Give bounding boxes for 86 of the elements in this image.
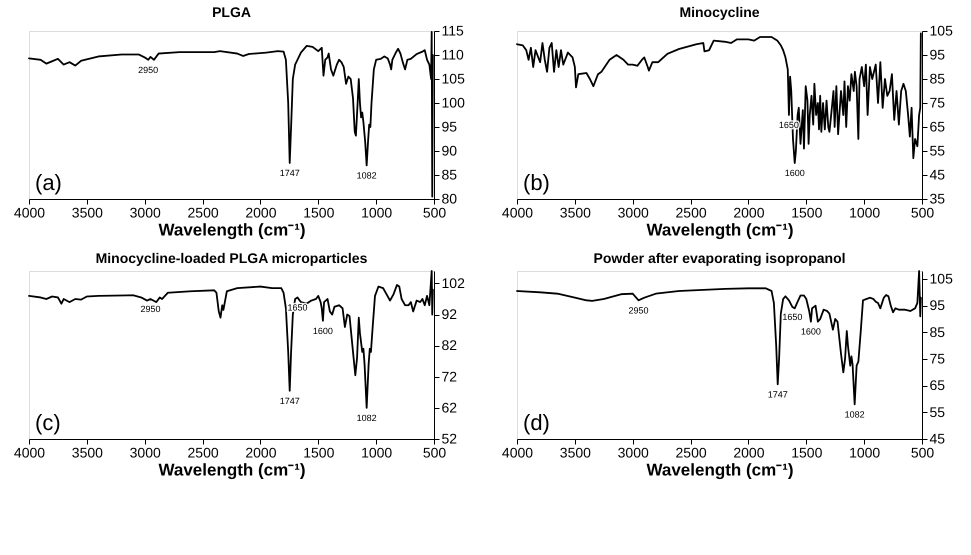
x-tick-label: 4000 <box>502 444 534 460</box>
x-tick-label: 3500 <box>560 444 592 460</box>
x-tick-label: 3000 <box>130 204 161 220</box>
x-tick-label: 3500 <box>560 204 592 220</box>
x-tick-label: 4000 <box>14 444 46 460</box>
annotation: 1082 <box>356 412 377 423</box>
y-tick-label: 95 <box>442 118 458 134</box>
y-tick-label: 45 <box>930 166 946 182</box>
y-tick-label: 52 <box>442 430 458 446</box>
x-axis-title: Wavelength (cm⁻¹) <box>158 460 306 480</box>
annotation: 1082 <box>356 170 377 180</box>
annotation: 1082 <box>844 409 865 420</box>
x-tick-label: 2000 <box>245 444 277 460</box>
x-tick-label: 2500 <box>187 204 219 220</box>
x-tick-label: 1000 <box>849 204 880 220</box>
annotation: 2950 <box>138 64 158 75</box>
x-tick-label: 1000 <box>849 444 880 460</box>
x-tick-label: 3000 <box>618 204 649 220</box>
y-tick-label: 72 <box>442 368 458 384</box>
y-tick-label: 95 <box>930 46 946 62</box>
annotation: 1747 <box>280 396 300 406</box>
x-tick-label: 2000 <box>245 204 277 220</box>
y-tick-label: 90 <box>442 142 458 158</box>
annotation: (b) <box>523 170 550 195</box>
y-tick-label: 110 <box>442 46 464 62</box>
x-tick-label: 1000 <box>361 444 392 460</box>
y-tick-label: 95 <box>930 297 946 314</box>
chart-title: Minocycline <box>679 4 760 20</box>
x-tick-label: 1000 <box>361 204 392 220</box>
y-tick-label: 35 <box>930 190 946 206</box>
annotation: 1747 <box>280 168 300 178</box>
x-axis-title: Wavelength (cm⁻¹) <box>646 460 794 480</box>
x-tick-label: 3500 <box>72 204 104 220</box>
x-tick-label: 2500 <box>187 444 219 460</box>
y-tick-label: 45 <box>930 430 946 446</box>
y-tick-label: 105 <box>930 22 954 38</box>
y-tick-label: 82 <box>442 337 458 354</box>
y-tick-label: 80 <box>442 190 458 206</box>
x-tick-label: 500 <box>910 444 934 460</box>
x-tick-label: 500 <box>422 204 446 220</box>
x-tick-label: 4000 <box>14 204 46 220</box>
annotation: (a) <box>35 170 62 195</box>
y-tick-label: 105 <box>930 270 954 286</box>
x-tick-label: 1500 <box>791 204 823 220</box>
x-tick-label: 1500 <box>303 444 335 460</box>
annotation: 1650 <box>782 312 802 322</box>
y-tick-label: 115 <box>442 22 464 38</box>
x-tick-label: 3500 <box>72 444 104 460</box>
x-tick-label: 3000 <box>618 444 649 460</box>
x-axis-title: Wavelength (cm⁻¹) <box>646 220 794 240</box>
y-tick-label: 75 <box>930 350 946 366</box>
annotation: 2950 <box>628 305 649 316</box>
y-tick-label: 55 <box>930 404 946 420</box>
x-axis-title: Wavelength (cm⁻¹) <box>158 220 306 240</box>
y-tick-label: 65 <box>930 118 946 134</box>
y-tick-label: 92 <box>442 306 458 322</box>
x-tick-label: 2500 <box>675 444 707 460</box>
chart-title: PLGA <box>212 4 251 20</box>
y-tick-label: 105 <box>442 70 466 86</box>
x-tick-label: 1500 <box>303 204 335 220</box>
x-tick-label: 2500 <box>675 204 707 220</box>
annotation: 1600 <box>312 326 333 336</box>
x-tick-label: 3000 <box>130 444 161 460</box>
annotation: 2950 <box>140 304 161 314</box>
y-tick-label: 75 <box>930 94 946 110</box>
annotation: (c) <box>35 410 61 435</box>
chart-title: Minocycline-loaded PLGA microparticles <box>96 250 368 266</box>
y-tick-label: 85 <box>930 70 946 86</box>
y-tick-label: 55 <box>930 142 946 158</box>
x-tick-label: 2000 <box>733 204 765 220</box>
x-tick-label: 500 <box>910 204 934 220</box>
y-tick-label: 102 <box>442 274 466 291</box>
y-tick-label: 85 <box>442 166 458 182</box>
x-tick-label: 500 <box>422 444 446 460</box>
x-tick-label: 1500 <box>791 444 823 460</box>
y-tick-label: 100 <box>442 94 466 110</box>
annotation: 1747 <box>768 389 788 400</box>
annotation: 1600 <box>784 168 805 178</box>
y-tick-label: 85 <box>930 324 946 340</box>
x-tick-label: 4000 <box>502 204 534 220</box>
x-tick-label: 2000 <box>733 444 765 460</box>
y-tick-label: 65 <box>930 377 946 394</box>
chart-title: Powder after evaporating isopropanol <box>593 250 846 266</box>
annotation: 1600 <box>800 326 821 337</box>
y-tick-label: 62 <box>442 399 458 416</box>
annotation: (d) <box>523 410 550 435</box>
